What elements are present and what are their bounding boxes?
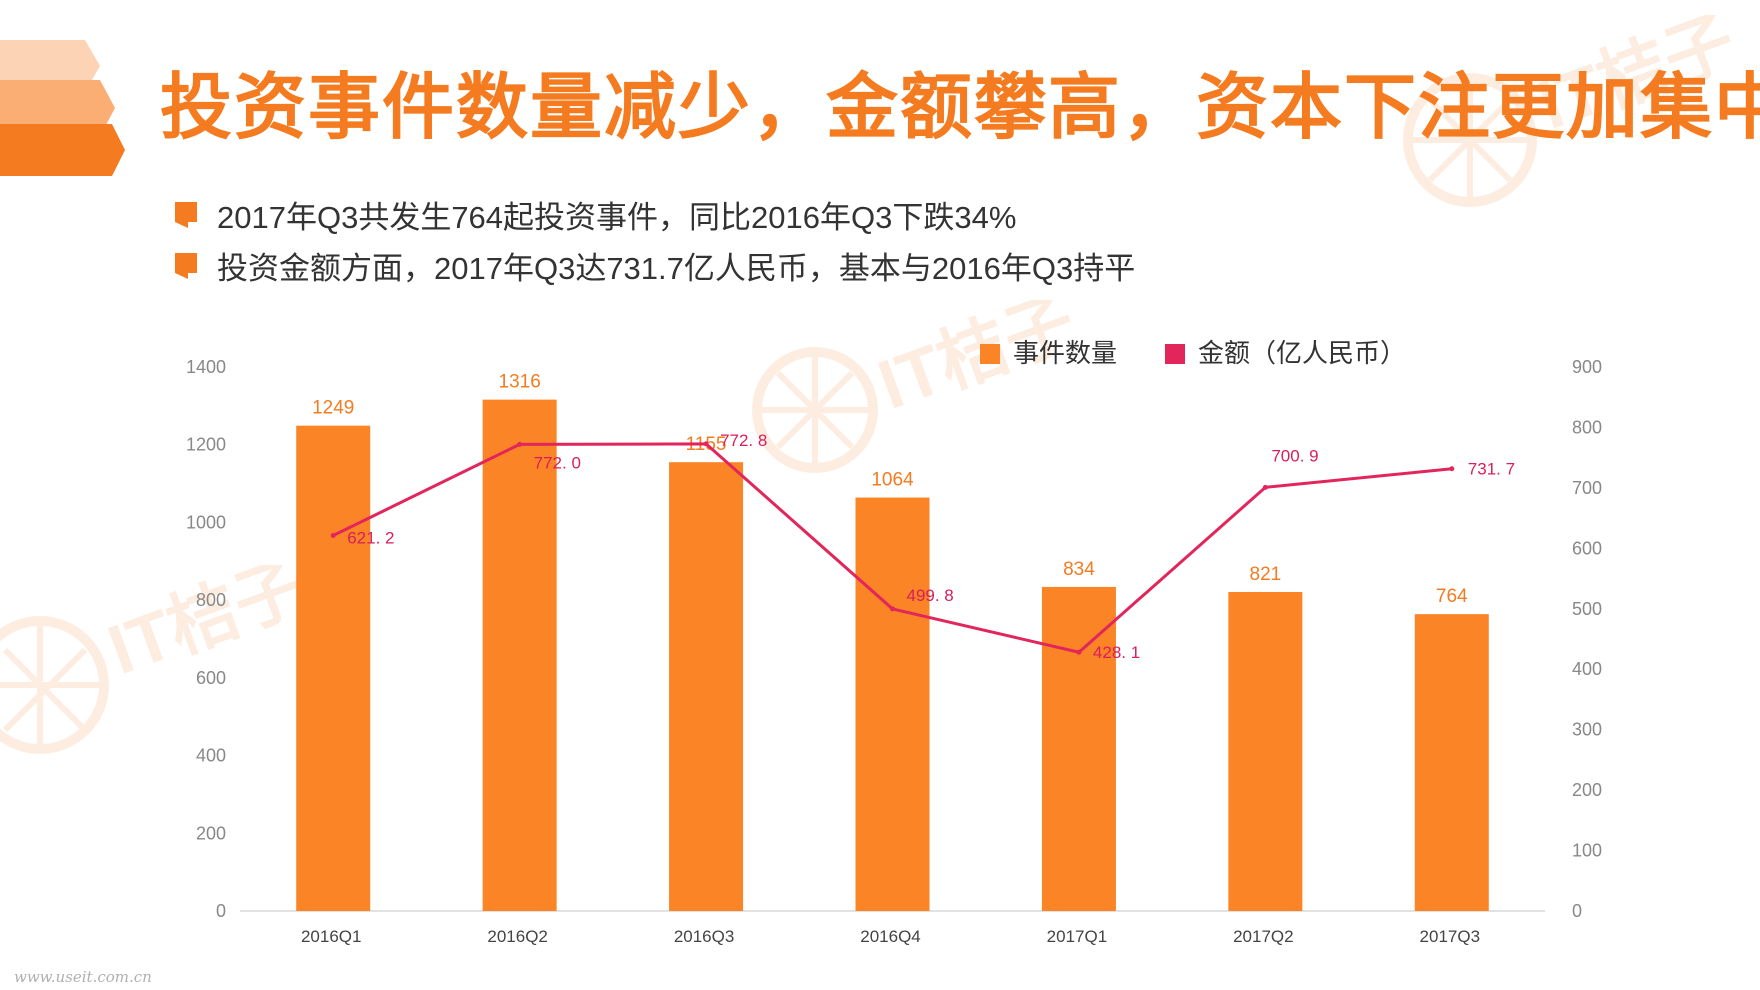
watermark-logo-top-right: IT桔子 xyxy=(1403,15,1745,207)
x-tick-label: 2017Q2 xyxy=(1233,927,1294,946)
bar-data-label: 1316 xyxy=(499,372,541,393)
line-data-label: 621. 2 xyxy=(347,529,394,548)
y-right-tick-label: 100 xyxy=(1572,841,1602,861)
legend-swatch-events xyxy=(980,344,1000,364)
x-tick-label: 2017Q1 xyxy=(1047,927,1108,946)
bar-2016Q2 xyxy=(482,399,557,911)
bar-2017Q2 xyxy=(1228,591,1303,911)
line-data-label: 499. 8 xyxy=(907,586,954,605)
line-data-label: 428. 1 xyxy=(1093,643,1140,662)
y-right-tick-label: 800 xyxy=(1572,417,1602,437)
line-data-label: 772. 8 xyxy=(720,431,767,450)
y-right-tick-label: 200 xyxy=(1572,780,1602,800)
y-right-tick-label: 600 xyxy=(1572,538,1602,558)
amount-point-2016Q3 xyxy=(703,441,709,447)
watermark-logo-center: IT桔子 xyxy=(752,300,1085,473)
bullet-text: 投资金额方面，2017年Q3达731.7亿人民币，基本与2016年Q3持平 xyxy=(217,251,1136,286)
bullet-text: 2017年Q3共发生764起投资事件，同比2016年Q3下跌34% xyxy=(217,200,1017,235)
bar-2016Q3 xyxy=(669,462,744,911)
line-data-label: 700. 9 xyxy=(1271,446,1318,465)
bar-data-label: 834 xyxy=(1063,559,1095,580)
bar-data-label: 1064 xyxy=(871,470,914,491)
header-decoration xyxy=(0,40,125,176)
bullet-marker-icon xyxy=(175,201,197,228)
y-left-tick-label: 400 xyxy=(196,746,226,766)
legend-label-amount: 金额（亿人民币） xyxy=(1198,338,1406,368)
amount-point-2016Q4 xyxy=(890,606,895,612)
y-right-tick-label: 500 xyxy=(1572,599,1602,619)
line-data-label: 772. 0 xyxy=(534,453,581,472)
bar-2016Q1 xyxy=(296,425,371,911)
y-right-tick-label: 0 xyxy=(1572,901,1582,921)
y-left-tick-label: 1400 xyxy=(186,357,226,377)
y-right-tick-label: 300 xyxy=(1572,720,1602,740)
amount-point-2016Q2 xyxy=(517,441,523,447)
bar-data-label: 1249 xyxy=(312,398,354,419)
x-tick-label: 2017Q3 xyxy=(1420,927,1481,946)
y-left-tick-label: 0 xyxy=(216,901,226,921)
bar-2017Q3 xyxy=(1414,614,1489,911)
y-right-tick-label: 700 xyxy=(1572,478,1602,498)
amount-point-2017Q1 xyxy=(1076,649,1082,655)
amount-point-2016Q1 xyxy=(330,533,336,539)
bar-data-label: 764 xyxy=(1436,586,1468,607)
y-left-tick-label: 1000 xyxy=(186,512,226,532)
bullet-marker-icon xyxy=(175,252,197,279)
page-title: 投资事件数量减少，金额攀高，资本下注更加集中 xyxy=(160,68,1760,148)
legend-swatch-amount xyxy=(1165,344,1185,364)
bar-2017Q1 xyxy=(1041,586,1116,911)
x-tick-label: 2016Q3 xyxy=(674,927,735,946)
y-left-tick-label: 600 xyxy=(196,668,226,688)
y-right-tick-label: 900 xyxy=(1572,357,1602,377)
amount-point-2017Q2 xyxy=(1262,484,1268,490)
amount-point-2017Q3 xyxy=(1449,466,1455,472)
y-left-tick-label: 1200 xyxy=(186,435,226,455)
bullet-item: 投资金额方面，2017年Q3达731.7亿人民币，基本与2016年Q3持平 xyxy=(175,243,1135,288)
bar-data-label: 821 xyxy=(1250,564,1282,585)
legend-label-events: 事件数量 xyxy=(1013,338,1117,368)
y-left-tick-label: 200 xyxy=(196,823,226,843)
x-tick-label: 2016Q4 xyxy=(860,927,921,946)
footer-url: www.useit.com.cn xyxy=(14,968,152,986)
bullet-item: 2017年Q3共发生764起投资事件，同比2016年Q3下跌34% xyxy=(175,192,1016,237)
y-left-tick-label: 800 xyxy=(196,590,226,610)
watermark-logo-left: IT桔子 xyxy=(0,565,315,754)
line-data-label: 731. 7 xyxy=(1468,460,1515,479)
x-tick-label: 2016Q1 xyxy=(301,927,362,946)
y-right-tick-label: 400 xyxy=(1572,659,1602,679)
bar-2016Q4 xyxy=(855,497,930,911)
x-tick-label: 2016Q2 xyxy=(487,927,548,946)
